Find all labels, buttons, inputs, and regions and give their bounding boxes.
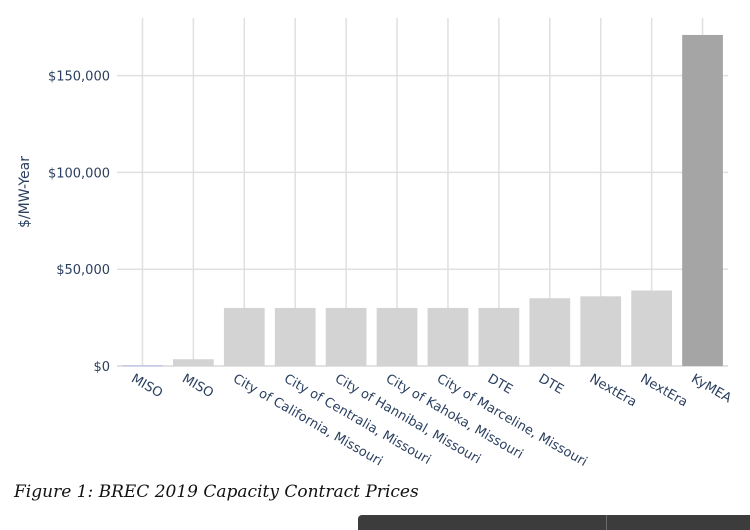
bar (631, 290, 672, 366)
bar (580, 296, 622, 366)
bar (478, 307, 520, 366)
y-axis-ticks: $0 $50,000 $100,000 $150,000 (48, 70, 110, 375)
x-tick-label: NextEra (638, 371, 690, 410)
x-tick-label: DTE (485, 371, 515, 397)
y-axis-title: $/MW-Year (17, 156, 33, 228)
bar (173, 359, 214, 366)
toolbar-divider (606, 515, 607, 530)
bar (274, 307, 316, 366)
y-tick-label: $100,000 (48, 166, 110, 181)
x-tick-label: KyMEA (689, 371, 734, 406)
bar (122, 365, 163, 367)
bar (529, 298, 571, 366)
bars (122, 34, 723, 367)
x-axis-ticks: MISO MISO City of California, MissouriCity… (128, 371, 733, 469)
figure-caption: Figure 1: BREC 2019 Capacity Contract Pr… (14, 482, 419, 502)
bar (325, 307, 367, 366)
x-tick-label: MISO (128, 371, 165, 401)
bottom-toolbar (358, 515, 750, 530)
x-tick-label: MISO (179, 371, 216, 401)
bar (427, 307, 469, 366)
bar-chart: $0$50,000$100,000$150,000 MISO MISO City o… (17, 18, 734, 470)
bar (376, 307, 418, 366)
y-tick-label: $0 (93, 360, 110, 375)
x-tick-label: DTE (536, 371, 566, 397)
x-tick-label: NextEra (587, 371, 639, 410)
bar (223, 307, 265, 366)
bar (682, 34, 723, 366)
y-tick-label: $50,000 (56, 263, 110, 278)
y-tick-label: $150,000 (48, 70, 110, 85)
